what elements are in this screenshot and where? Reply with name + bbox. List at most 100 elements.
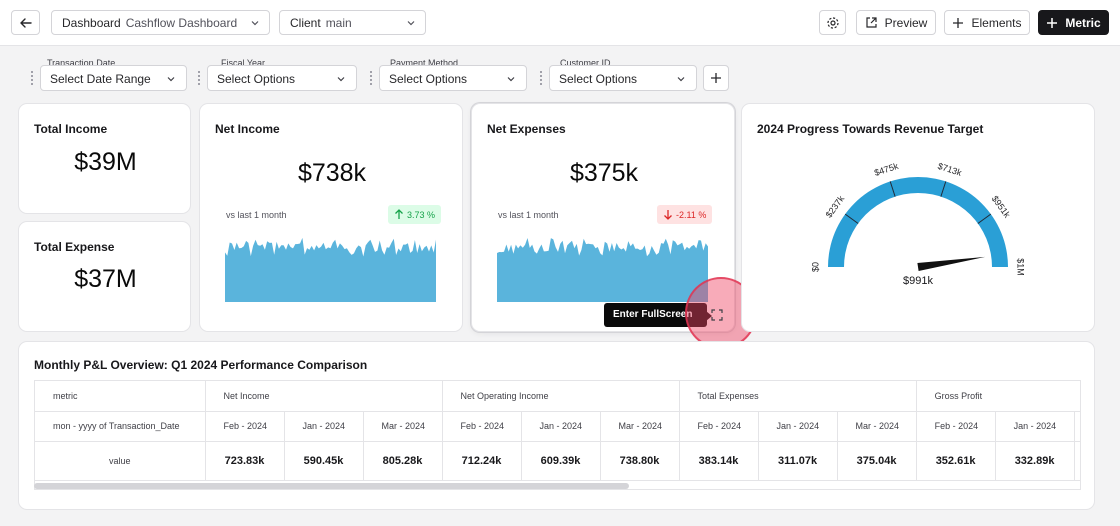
metric-group-header[interactable]: Net Income <box>205 381 443 412</box>
revenue-gauge: $0 $237k $475k $713k $951k $1M $991k <box>810 161 1026 287</box>
comparison-label: vs last 1 month <box>226 210 287 220</box>
header-row-period: mon - yyyy of Transaction_Date Feb - 2024… <box>35 411 1080 442</box>
net-income-sparkline <box>225 237 436 302</box>
gear-icon <box>826 16 839 29</box>
kpi-value: $375k <box>569 159 639 187</box>
elements-button-label: Elements <box>971 15 1022 30</box>
header-row-metric: metric Net Income Net Operating Income Tota… <box>35 381 1080 412</box>
drag-handle-icon[interactable] <box>198 71 200 85</box>
gauge-tick-label: $951k <box>990 194 1013 220</box>
card-title: Net Expenses <box>487 122 566 136</box>
add-metric-button[interactable]: Metric <box>1038 10 1109 35</box>
drag-handle-icon[interactable] <box>370 71 372 85</box>
chevron-down-icon <box>167 77 175 82</box>
kpi-value: $37M <box>74 265 137 293</box>
change-value: -2.11 % <box>676 209 707 220</box>
filter-value: Select Date Range <box>50 72 151 86</box>
value-cell: 311.07k <box>758 441 838 481</box>
client-select-label: Client <box>290 15 321 30</box>
filter-label: Payment Method <box>390 58 459 68</box>
change-value: 3.73 % <box>407 209 436 220</box>
comparison-label: vs last 1 month <box>498 210 559 220</box>
row-header: mon - yyyy of Transaction_Date <box>35 411 206 442</box>
pl-overview-card: Monthly P&L Overview: Q1 2024 Performanc… <box>18 341 1095 510</box>
sparkline-area <box>497 238 708 302</box>
external-link-icon <box>866 17 877 28</box>
row-header: value <box>35 441 206 481</box>
filter-label: Customer ID <box>560 58 611 68</box>
gauge-tick-label: $237k <box>824 193 847 219</box>
back-button[interactable] <box>11 10 40 35</box>
change-badge: -2.11 % <box>657 205 713 224</box>
period-header[interactable]: Jan - 2024 <box>995 411 1075 442</box>
fiscal-year-select[interactable]: Select Options <box>207 65 357 91</box>
table-row: value 723.83k 590.45k 805.28k 712.24k 609.39k… <box>35 441 1080 481</box>
client-select-value: main <box>325 15 352 30</box>
gauge-value-label: $991k <box>903 275 933 287</box>
preview-button[interactable]: Preview <box>856 10 936 35</box>
empty-cell <box>1074 411 1080 442</box>
arrow-down-icon <box>664 210 672 220</box>
drag-handle-icon[interactable] <box>540 71 542 85</box>
fullscreen-button[interactable] <box>707 305 727 325</box>
gauge-tick <box>844 213 859 224</box>
period-header[interactable]: Feb - 2024 <box>916 411 996 442</box>
total-expense-card: Total Expense $37M <box>18 221 191 332</box>
gauge-tick <box>889 181 896 197</box>
payment-method-select[interactable]: Select Options <box>379 65 527 91</box>
kpi-value: $39M <box>74 148 137 176</box>
value-cell: 352.61k <box>916 441 996 481</box>
metric-group-header[interactable]: Total Expenses <box>679 381 917 412</box>
customer-id-select[interactable]: Select Options <box>549 65 697 91</box>
card-title: Monthly P&L Overview: Q1 2024 Performanc… <box>34 358 368 372</box>
horizontal-scrollbar[interactable] <box>34 483 629 489</box>
elements-button[interactable]: Elements <box>944 10 1030 35</box>
revenue-target-card: 2024 Progress Towards Revenue Target $0 $… <box>741 103 1095 332</box>
period-header[interactable]: Jan - 2024 <box>758 411 838 442</box>
add-filter-button[interactable] <box>703 65 729 91</box>
plus-icon <box>711 73 721 83</box>
settings-button[interactable] <box>819 10 846 35</box>
metric-group-header[interactable]: Gross Profit <box>916 381 1080 412</box>
total-income-card: Total Income $39M <box>18 103 191 214</box>
period-header[interactable]: Mar - 2024 <box>600 411 680 442</box>
gauge-tick <box>977 213 992 224</box>
chevron-down-icon <box>251 21 259 26</box>
expand-icon <box>711 309 723 321</box>
period-header[interactable]: Mar - 2024 <box>837 411 917 442</box>
period-header[interactable]: Jan - 2024 <box>521 411 601 442</box>
period-header[interactable]: Feb - 2024 <box>679 411 759 442</box>
gauge-tick-label: $0 <box>810 262 820 272</box>
pl-table: metric Net Income Net Operating Income Tota… <box>34 380 1081 490</box>
gauge-tick <box>940 181 947 197</box>
top-bar: Dashboard Cashflow Dashboard Client main… <box>0 0 1120 46</box>
empty-cell <box>1074 441 1080 481</box>
change-badge: 3.73 % <box>388 205 442 224</box>
period-header[interactable]: Jan - 2024 <box>284 411 364 442</box>
metric-group-header[interactable]: Net Operating Income <box>442 381 680 412</box>
chevron-down-icon <box>677 77 685 82</box>
gauge-arc <box>828 177 1008 267</box>
period-header[interactable]: Feb - 2024 <box>205 411 285 442</box>
gauge-needle <box>917 256 986 271</box>
client-select[interactable]: Client main <box>279 10 426 35</box>
net-expenses-sparkline <box>497 238 708 302</box>
period-header[interactable]: Feb - 2024 <box>442 411 522 442</box>
dashboard-select-label: Dashboard <box>62 15 121 30</box>
pl-pivot-table: metric Net Income Net Operating Income Tota… <box>35 381 1080 481</box>
chevron-down-icon <box>337 77 345 82</box>
value-cell: 738.80k <box>600 441 680 481</box>
filter-label: Transaction Date <box>47 58 116 68</box>
filter-label: Fiscal Year <box>221 58 266 68</box>
filter-value: Select Options <box>217 72 296 86</box>
transaction-date-select[interactable]: Select Date Range <box>40 65 187 91</box>
gauge-tick-label: $1M <box>1016 258 1026 276</box>
preview-button-label: Preview <box>884 15 928 30</box>
dashboard-select[interactable]: Dashboard Cashflow Dashboard <box>51 10 270 35</box>
drag-handle-icon[interactable] <box>31 71 33 85</box>
metric-button-label: Metric <box>1065 15 1101 30</box>
gauge-tick-label: $475k <box>873 161 900 178</box>
period-header[interactable]: Mar - 2024 <box>363 411 443 442</box>
chevron-down-icon <box>507 77 515 82</box>
card-title: Total Expense <box>34 240 115 254</box>
